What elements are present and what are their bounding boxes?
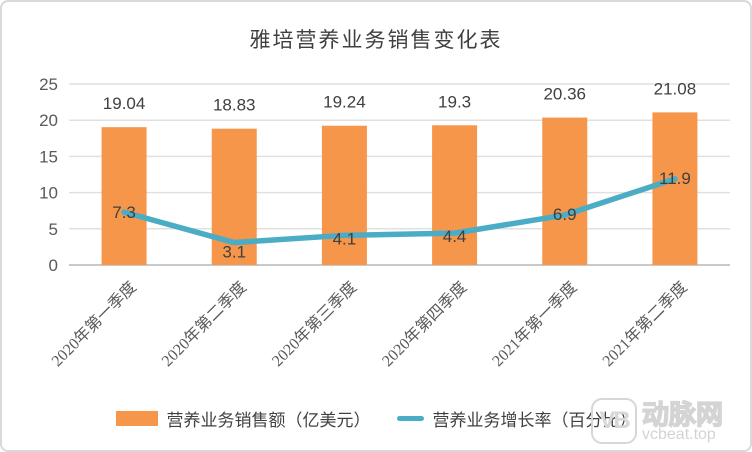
line-value-label: 7.3 — [112, 203, 136, 222]
y-axis-tick-label: 15 — [39, 147, 58, 166]
bar-value-label: 19.3 — [438, 92, 471, 111]
growth-line — [121, 176, 678, 246]
y-axis-tick-label: 25 — [39, 75, 58, 94]
x-axis-label: 2020年第一季度 — [48, 278, 140, 370]
line-value-label: 6.9 — [553, 205, 577, 224]
bar-value-label: 18.83 — [213, 96, 256, 115]
line-value-label: 11.9 — [659, 169, 691, 188]
x-axis-label: 2020年第四季度 — [378, 278, 470, 370]
x-axis-label: 2020年第三季度 — [268, 278, 360, 370]
bar — [321, 125, 367, 266]
legend-item-sales: 营养业务销售额（亿美元） — [115, 406, 371, 431]
bar — [542, 117, 588, 265]
line-value-label: 4.1 — [333, 229, 357, 248]
bar-value-label: 21.08 — [654, 79, 697, 98]
legend-item-growth: 营养业务增长率（百分比） — [396, 406, 637, 431]
legend-label-growth: 营养业务增长率（百分比） — [432, 411, 637, 430]
bar — [101, 127, 147, 266]
bar-value-label: 19.04 — [103, 94, 146, 113]
legend-swatch-line — [396, 416, 424, 421]
legend-label-sales: 营养业务销售额（亿美元） — [166, 411, 371, 430]
bar-value-label: 19.24 — [323, 93, 366, 112]
line-value-label: 4.4 — [443, 227, 467, 246]
bar-value-label: 20.36 — [543, 85, 586, 104]
y-axis-tick-label: 5 — [49, 220, 58, 239]
legend-swatch-bar — [115, 411, 158, 426]
x-axis-label: 2021年第二季度 — [599, 278, 691, 370]
legend: 营养业务销售额（亿美元） 营养业务增长率（百分比） — [2, 406, 750, 431]
x-axis-label: 2020年第二季度 — [158, 278, 250, 370]
chart-title: 雅培营养业务销售变化表 — [249, 28, 503, 52]
y-axis-tick-label: 0 — [49, 256, 58, 275]
x-axis-label: 2021年第一季度 — [489, 278, 581, 370]
line-value-label: 3.1 — [222, 243, 246, 262]
y-axis-tick-label: 10 — [39, 184, 58, 203]
bar — [432, 125, 478, 265]
bar — [652, 112, 698, 265]
y-axis-tick-label: 20 — [39, 111, 58, 130]
